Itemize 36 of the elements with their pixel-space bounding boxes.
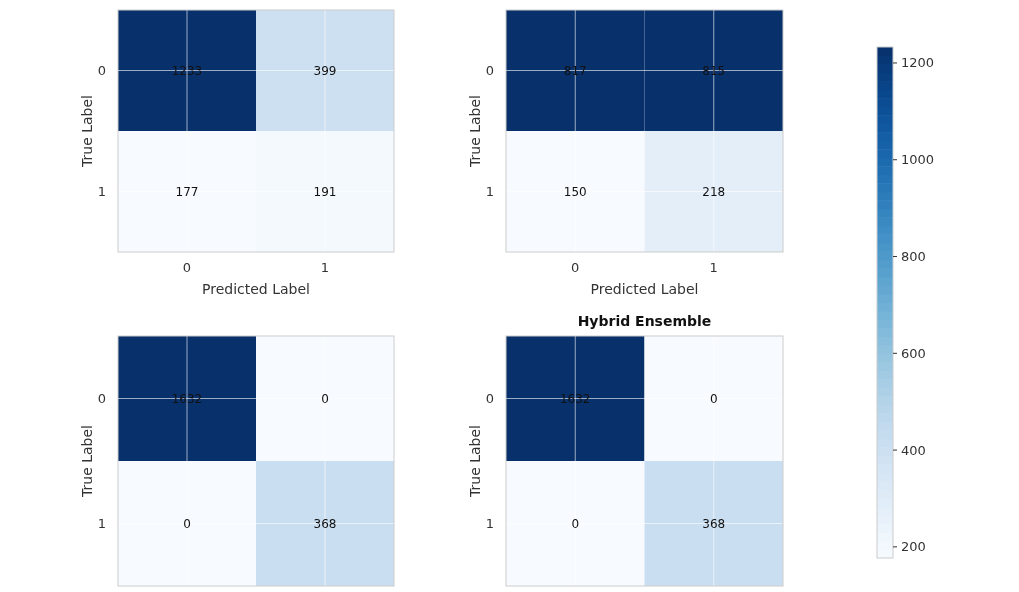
data-label: 218 [702,184,726,199]
y-axis-title: True Label [79,425,95,498]
data-label: 0 [321,391,329,406]
color-bar-label: 600 [901,345,926,361]
data-label: 0 [571,516,580,531]
data-label: 177 [175,184,199,199]
chart-title: Hybrid Ensemble [577,313,712,329]
y-tick-label: 1 [97,184,106,199]
color-bar-label: 1000 [901,152,935,168]
x-tick-label: 0 [571,260,580,275]
y-axis-title: True Label [467,425,483,498]
color-bar-label: 200 [901,539,926,555]
color-bar-label: 800 [901,249,926,265]
data-label: 0 [183,516,191,531]
x-axis-title: Predicted Label [590,281,699,297]
y-tick-label: 1 [485,184,494,199]
data-label: 368 [313,516,337,531]
y-axis-title: True Label [467,95,483,168]
color-bar-label: 1200 [901,55,935,71]
y-tick-label: 0 [97,63,106,78]
y-axis-title: True Label [79,95,95,168]
y-tick-label: 0 [485,63,494,78]
data-label: 150 [563,184,587,199]
x-tick-label: 1 [709,260,718,275]
data-label: 399 [313,63,337,78]
y-tick-label: 0 [485,391,494,406]
x-tick-label: 0 [182,260,192,275]
y-tick-label: 1 [485,516,494,531]
y-tick-label: 1 [97,516,106,531]
y-tick-label: 0 [97,391,106,406]
data-label: 191 [313,184,337,199]
data-label: 368 [702,516,726,531]
x-tick-label: 1 [320,260,330,275]
color-bar-label: 400 [901,442,926,458]
data-label: 0 [709,391,718,406]
x-axis-title: Predicted Label [202,281,310,297]
